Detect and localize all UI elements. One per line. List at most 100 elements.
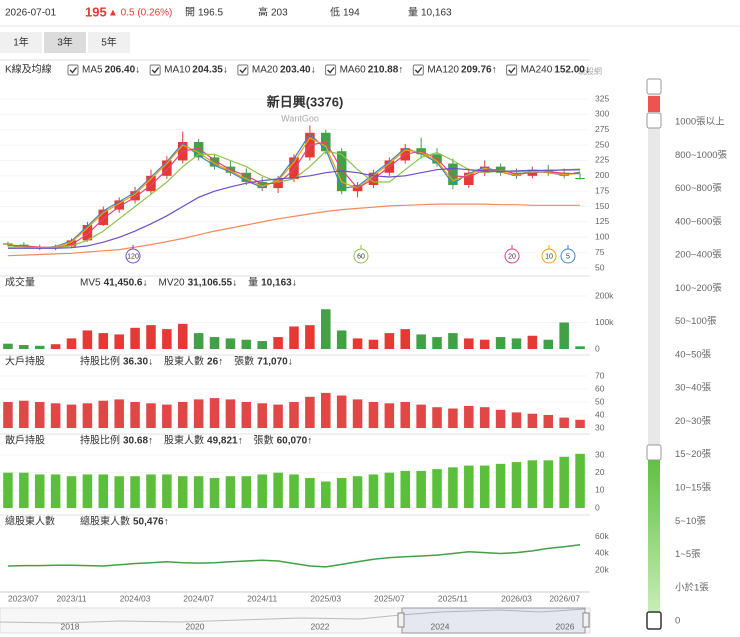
legend-name: MA10 <box>164 65 191 76</box>
x-tick-label: 2023/11 <box>56 593 86 603</box>
y-tick-label: 30 <box>595 422 605 432</box>
legend-value: 203.40↓ <box>280 65 316 76</box>
slider-label: 20~30張 <box>675 416 712 427</box>
y-tick-label: 175 <box>595 185 609 195</box>
bar <box>66 338 77 349</box>
checkmark[interactable] <box>508 67 516 74</box>
bar <box>400 402 411 428</box>
checkbox[interactable] <box>506 64 518 76</box>
bar <box>114 476 124 508</box>
indicator-value: 31,106.55↓ <box>188 278 238 289</box>
slider-label: 600~800張 <box>675 183 722 194</box>
y-tick-label: 100k <box>595 317 614 327</box>
range-button-label[interactable]: 5年 <box>101 36 117 49</box>
ma-marker-label: 20 <box>508 253 516 260</box>
checkbox[interactable] <box>325 64 337 76</box>
slider-label: 800~1000張 <box>675 150 728 161</box>
indicator-value: 71,070↓ <box>257 357 293 368</box>
y-tick-label: 40k <box>595 548 609 558</box>
y-tick-label: 40 <box>595 409 605 419</box>
slider-label: 400~600張 <box>675 216 722 227</box>
checkmark[interactable] <box>69 67 78 74</box>
price: 195 <box>85 4 107 19</box>
bar <box>416 334 426 349</box>
checkmark[interactable] <box>151 67 160 74</box>
x-tick-label: 2024/07 <box>183 593 214 603</box>
navigator-handle[interactable] <box>582 612 590 628</box>
ma-marker <box>541 248 557 264</box>
ma-marker <box>504 248 520 264</box>
slider-label: 15~20張 <box>675 449 712 460</box>
checkbox[interactable] <box>237 64 249 76</box>
indicator-name: 張數 <box>234 355 254 368</box>
bar <box>66 404 77 428</box>
legend-name: MA20 <box>252 65 279 76</box>
slider-label: 100~200張 <box>675 283 722 294</box>
stat-value: 203 <box>271 8 288 19</box>
slider-handle[interactable] <box>646 444 662 461</box>
bar <box>432 407 442 428</box>
indicator-value: 10,163↓ <box>261 278 297 289</box>
bar <box>559 456 569 508</box>
indicator-name: 持股比例 <box>80 355 120 368</box>
ma-line <box>7 133 581 249</box>
y-tick-label: 75 <box>595 247 605 257</box>
range-button[interactable] <box>0 32 42 53</box>
bar <box>479 339 490 349</box>
x-tick-label: 2026/03 <box>501 593 532 603</box>
bar <box>511 338 522 349</box>
y-tick-label: 250 <box>595 139 609 149</box>
bar <box>273 472 283 508</box>
bar <box>273 404 283 428</box>
checkbox[interactable] <box>412 64 424 76</box>
bar <box>3 472 13 508</box>
x-tick-label: 2024/11 <box>247 593 277 603</box>
bar <box>464 338 474 349</box>
y-tick-label: 225 <box>595 155 609 165</box>
navigator-year: 2022 <box>311 621 330 631</box>
indicator-value: 49,821↑ <box>207 436 243 447</box>
bar <box>146 325 156 349</box>
range-button-label[interactable]: 1年 <box>13 36 29 49</box>
bar <box>177 323 188 349</box>
bar <box>162 404 172 428</box>
slider-label: 200~400張 <box>675 250 722 261</box>
slider-label: 小於1張 <box>675 581 709 593</box>
slider-handle[interactable] <box>646 112 662 129</box>
navigator-line <box>0 608 586 624</box>
bar <box>114 399 124 428</box>
candle-body <box>575 177 585 179</box>
slider-label: 5~10張 <box>675 516 706 527</box>
date: 2026-07-01 <box>5 8 57 19</box>
checkmark[interactable] <box>239 67 247 74</box>
y-tick-label: 60 <box>595 383 605 393</box>
bar <box>34 345 45 349</box>
bar <box>66 476 77 508</box>
navigator-handle[interactable] <box>397 612 405 628</box>
y-tick-label: 200k <box>595 290 614 300</box>
candle-body <box>464 172 474 186</box>
indicator-name: MV5 <box>80 278 101 289</box>
y-tick-label: 300 <box>595 109 609 119</box>
checkmark[interactable] <box>414 67 423 74</box>
x-tick-label: 2026/07 <box>549 593 580 603</box>
slider-handle[interactable] <box>646 611 662 630</box>
slider-handle[interactable] <box>646 78 662 95</box>
x-tick-label: 2023/07 <box>8 593 39 603</box>
bar <box>368 402 379 428</box>
bar <box>368 339 379 349</box>
bar <box>527 413 538 428</box>
bar <box>305 325 315 349</box>
bar <box>479 465 490 508</box>
candle-body <box>193 142 204 158</box>
checkmark[interactable] <box>327 67 335 74</box>
checkbox[interactable] <box>67 64 79 76</box>
range-button[interactable] <box>44 32 86 53</box>
ma-line <box>7 167 581 249</box>
checkbox[interactable] <box>149 64 161 76</box>
range-button-label[interactable]: 3年 <box>57 36 73 49</box>
bar <box>241 339 252 349</box>
indicator-value: 36.30↓ <box>123 357 153 368</box>
range-button[interactable] <box>88 32 130 53</box>
